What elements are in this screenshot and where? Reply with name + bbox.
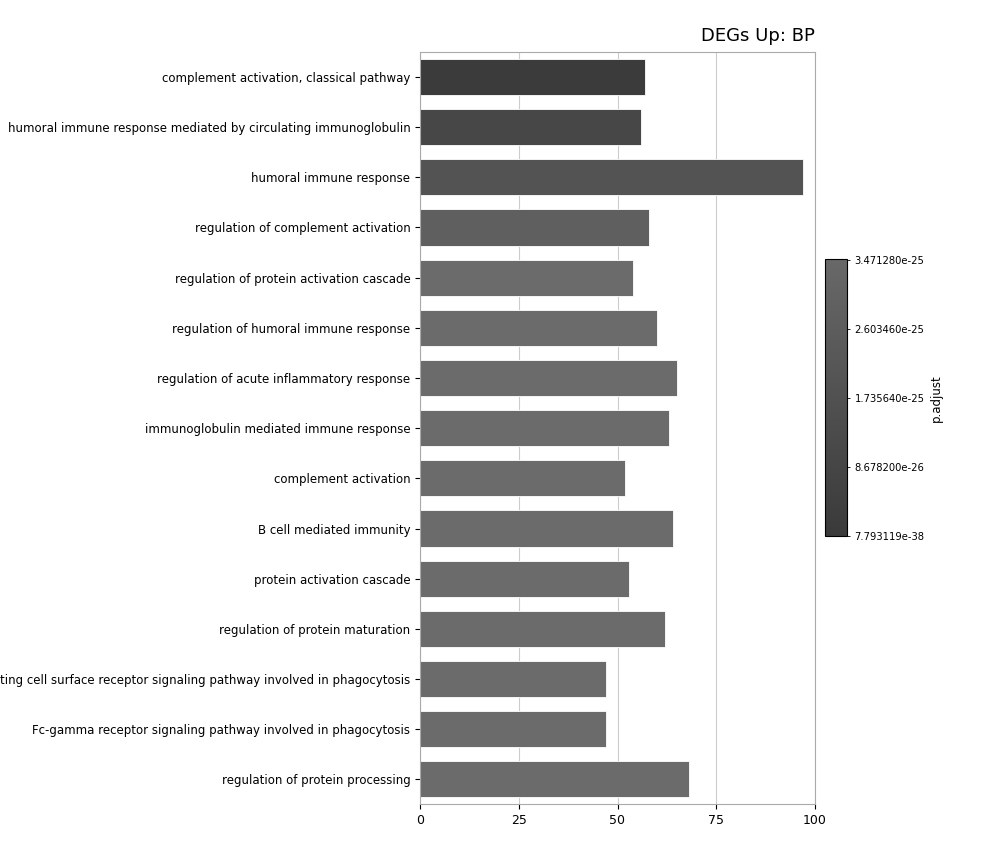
Bar <box>420 410 669 446</box>
Bar <box>420 209 649 246</box>
Bar <box>420 310 657 346</box>
Bar <box>420 561 629 597</box>
Bar <box>420 761 689 798</box>
Bar <box>420 260 633 296</box>
Bar <box>420 510 673 547</box>
Bar <box>420 611 665 647</box>
Bar <box>420 360 677 396</box>
Y-axis label: p.adjust: p.adjust <box>930 374 943 422</box>
Bar <box>420 109 641 145</box>
Bar <box>420 661 606 697</box>
Bar <box>420 460 625 497</box>
Bar <box>420 59 645 95</box>
Bar <box>420 159 803 195</box>
Text: DEGs Up: BP: DEGs Up: BP <box>701 27 815 45</box>
Bar <box>420 711 606 747</box>
